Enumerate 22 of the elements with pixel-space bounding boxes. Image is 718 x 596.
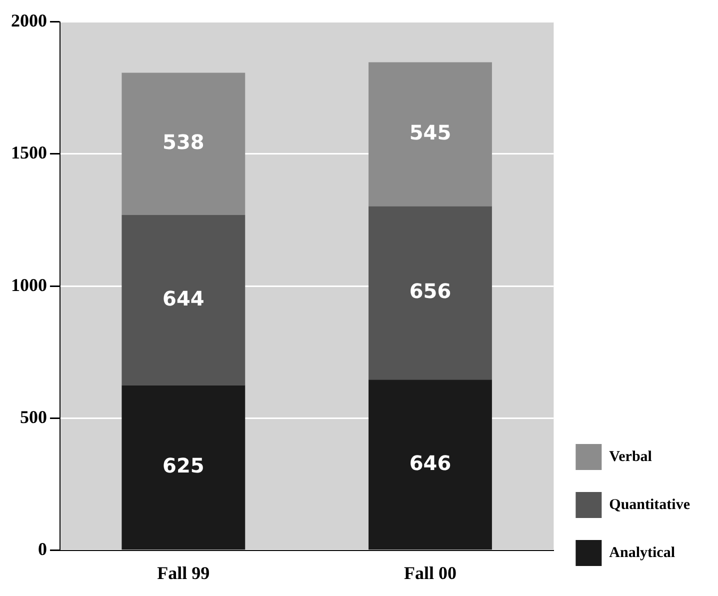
bar <box>368 206 492 380</box>
y-tick-label: 0 <box>38 539 47 560</box>
x-tick-label: Fall 99 <box>157 562 210 583</box>
legend-label: Quantitative <box>609 496 690 513</box>
data-label: 545 <box>409 120 452 144</box>
bar <box>368 62 492 206</box>
data-label: 625 <box>162 454 204 478</box>
data-label: 656 <box>409 279 452 304</box>
bar <box>122 385 246 550</box>
bar <box>122 215 246 386</box>
x-tick-label: Fall 00 <box>404 562 456 583</box>
data-label: 538 <box>162 130 204 154</box>
legend-label: Analytical <box>609 544 676 561</box>
data-label: 644 <box>162 286 204 310</box>
data-label: 646 <box>409 450 452 475</box>
legend-label: Verbal <box>609 448 652 465</box>
y-tick-label: 1500 <box>11 142 47 163</box>
bar <box>122 72 246 216</box>
bar <box>368 380 492 550</box>
y-tick-label: 1000 <box>11 274 47 295</box>
y-tick-label: 500 <box>20 406 47 427</box>
y-tick-label: 2000 <box>11 10 47 30</box>
